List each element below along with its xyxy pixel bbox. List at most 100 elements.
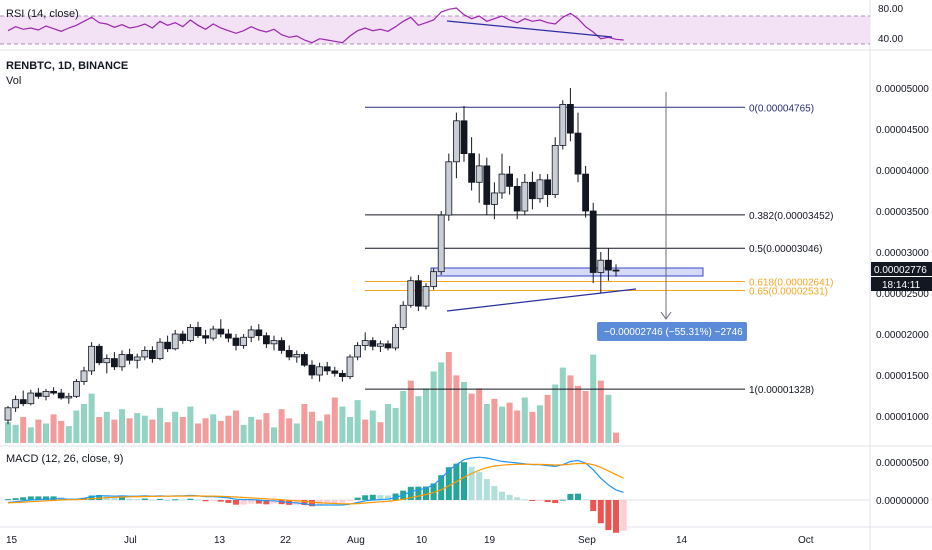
- countdown-label: 18:14:11: [882, 280, 921, 291]
- volume-bar: [217, 420, 224, 443]
- macd-histogram-bar: [590, 500, 597, 511]
- price-label: 0.00004000: [876, 166, 929, 177]
- candle-body: [42, 390, 50, 397]
- volume-bar: [559, 367, 566, 443]
- trend-line[interactable]: [446, 288, 637, 312]
- macd-histogram-bar: [240, 500, 247, 505]
- macd-histogram-bar: [438, 475, 445, 500]
- price-label: 0.00001000: [876, 412, 929, 423]
- measure-arrow-head: [660, 311, 672, 320]
- volume-bar: [597, 380, 604, 443]
- macd-histogram-bar: [559, 499, 566, 501]
- volume-bar: [552, 384, 559, 443]
- volume-bar: [407, 380, 414, 443]
- macd-histogram-bar: [575, 493, 581, 500]
- candle-body: [156, 341, 164, 360]
- macd-histogram-bar: [552, 500, 559, 504]
- volume-bar: [96, 417, 103, 443]
- macd-histogram-bar: [96, 494, 103, 500]
- macd-histogram-bar: [613, 500, 619, 533]
- candle-body: [278, 340, 286, 351]
- volume-label: Vol: [6, 75, 21, 87]
- volume-bar: [491, 398, 498, 443]
- volume-bar: [50, 414, 57, 443]
- volume-bar: [202, 418, 209, 443]
- volume-bar: [392, 407, 399, 443]
- candle-body: [285, 349, 293, 358]
- macd-histogram-bar: [582, 499, 589, 501]
- candle-body: [597, 259, 605, 273]
- macd-pane[interactable]: MACD (12, 26, close, 9) 0.00000500 0.000…: [0, 453, 929, 533]
- rsi-pane[interactable]: RSI (14, close) 80.00 40.00: [0, 4, 903, 45]
- volume-bar: [453, 375, 460, 443]
- macd-histogram-bar: [35, 496, 42, 500]
- volume-bar: [529, 411, 536, 443]
- volume-bar: [590, 354, 597, 443]
- price-label: 0.00005000: [876, 84, 929, 95]
- macd-histogram-bar: [324, 500, 331, 504]
- volume-bar: [369, 410, 376, 443]
- volume-bar: [88, 393, 95, 443]
- fib-level-label: 1(0.00001328): [749, 385, 814, 396]
- volume-bar: [483, 404, 490, 443]
- fib-level-label: 0.382(0.00003452): [749, 211, 834, 222]
- symbol-title: RENBTC, 1D, BINANCE: [6, 60, 128, 72]
- fibonacci-retracement[interactable]: 0(0.00004765) 0.382(0.00003452) 0.5(0.0000…: [365, 103, 834, 396]
- volume-bar: [65, 426, 72, 443]
- rsi-line: [7, 7, 624, 44]
- time-label: 13: [214, 535, 226, 546]
- candle-body: [19, 399, 27, 405]
- price-axis[interactable]: 0.00005000 0.00004500 0.00004000 0.00003…: [871, 84, 932, 423]
- macd-histogram-bar: [521, 499, 528, 501]
- macd-histogram-bar: [126, 498, 133, 500]
- volume-bar: [81, 404, 87, 443]
- measure-label: −0.00002746 (−55.31%) −2746: [604, 327, 743, 338]
- candle-body: [551, 144, 559, 195]
- macd-histogram-bar: [149, 499, 156, 501]
- macd-histogram-bar: [620, 500, 627, 531]
- volume-bar: [309, 411, 315, 443]
- candle-body: [209, 328, 217, 339]
- macd-histogram-bar: [483, 479, 490, 500]
- price-label: 0.00003000: [876, 248, 929, 259]
- candle-body: [445, 161, 453, 216]
- volume-bar: [461, 381, 467, 443]
- volume-bar: [430, 371, 437, 443]
- volume-bar: [438, 362, 445, 443]
- price-label: 0.00003500: [876, 207, 929, 218]
- volume-bar: [445, 352, 452, 443]
- candle-body: [331, 370, 339, 374]
- macd-histogram-bar: [225, 500, 232, 503]
- candle-body: [202, 335, 210, 339]
- volume-bar: [263, 413, 270, 443]
- volume-bar: [316, 420, 323, 443]
- rsi-divergence-line: [446, 20, 613, 38]
- macd-histogram-bar: [134, 499, 141, 501]
- support-zone-rectangle[interactable]: [430, 267, 704, 277]
- volume-bar: [324, 414, 331, 443]
- price-label: 0.00002000: [876, 330, 929, 341]
- time-axis[interactable]: 15 Jul 13 22 Aug 10 19 Sep 14 Oct: [6, 535, 814, 546]
- candle-body: [437, 214, 445, 273]
- candle-body: [536, 179, 544, 200]
- rsi-band: [0, 16, 870, 44]
- volume-bar: [400, 391, 407, 443]
- macd-histogram-bar: [27, 496, 34, 500]
- macd-histogram-bar: [331, 500, 338, 504]
- volume-bar: [164, 422, 171, 443]
- volume-bar: [575, 385, 581, 443]
- macd-axis-label: 0.00000000: [876, 496, 929, 507]
- volume-bar: [27, 427, 34, 443]
- volume-bar: [12, 424, 19, 443]
- main-price-pane[interactable]: 0(0.00004765) 0.382(0.00003452) 0.5(0.0000…: [4, 60, 932, 443]
- candle-body: [80, 370, 88, 382]
- candle-body: [65, 395, 73, 399]
- candle-body: [407, 280, 415, 306]
- macd-histogram-bar: [141, 498, 148, 500]
- candle-body: [300, 354, 308, 366]
- candle-body: [247, 329, 255, 338]
- macd-histogram-bar: [248, 500, 255, 504]
- macd-histogram-bar: [202, 500, 209, 502]
- macd-title: MACD (12, 26, close, 9): [6, 453, 123, 465]
